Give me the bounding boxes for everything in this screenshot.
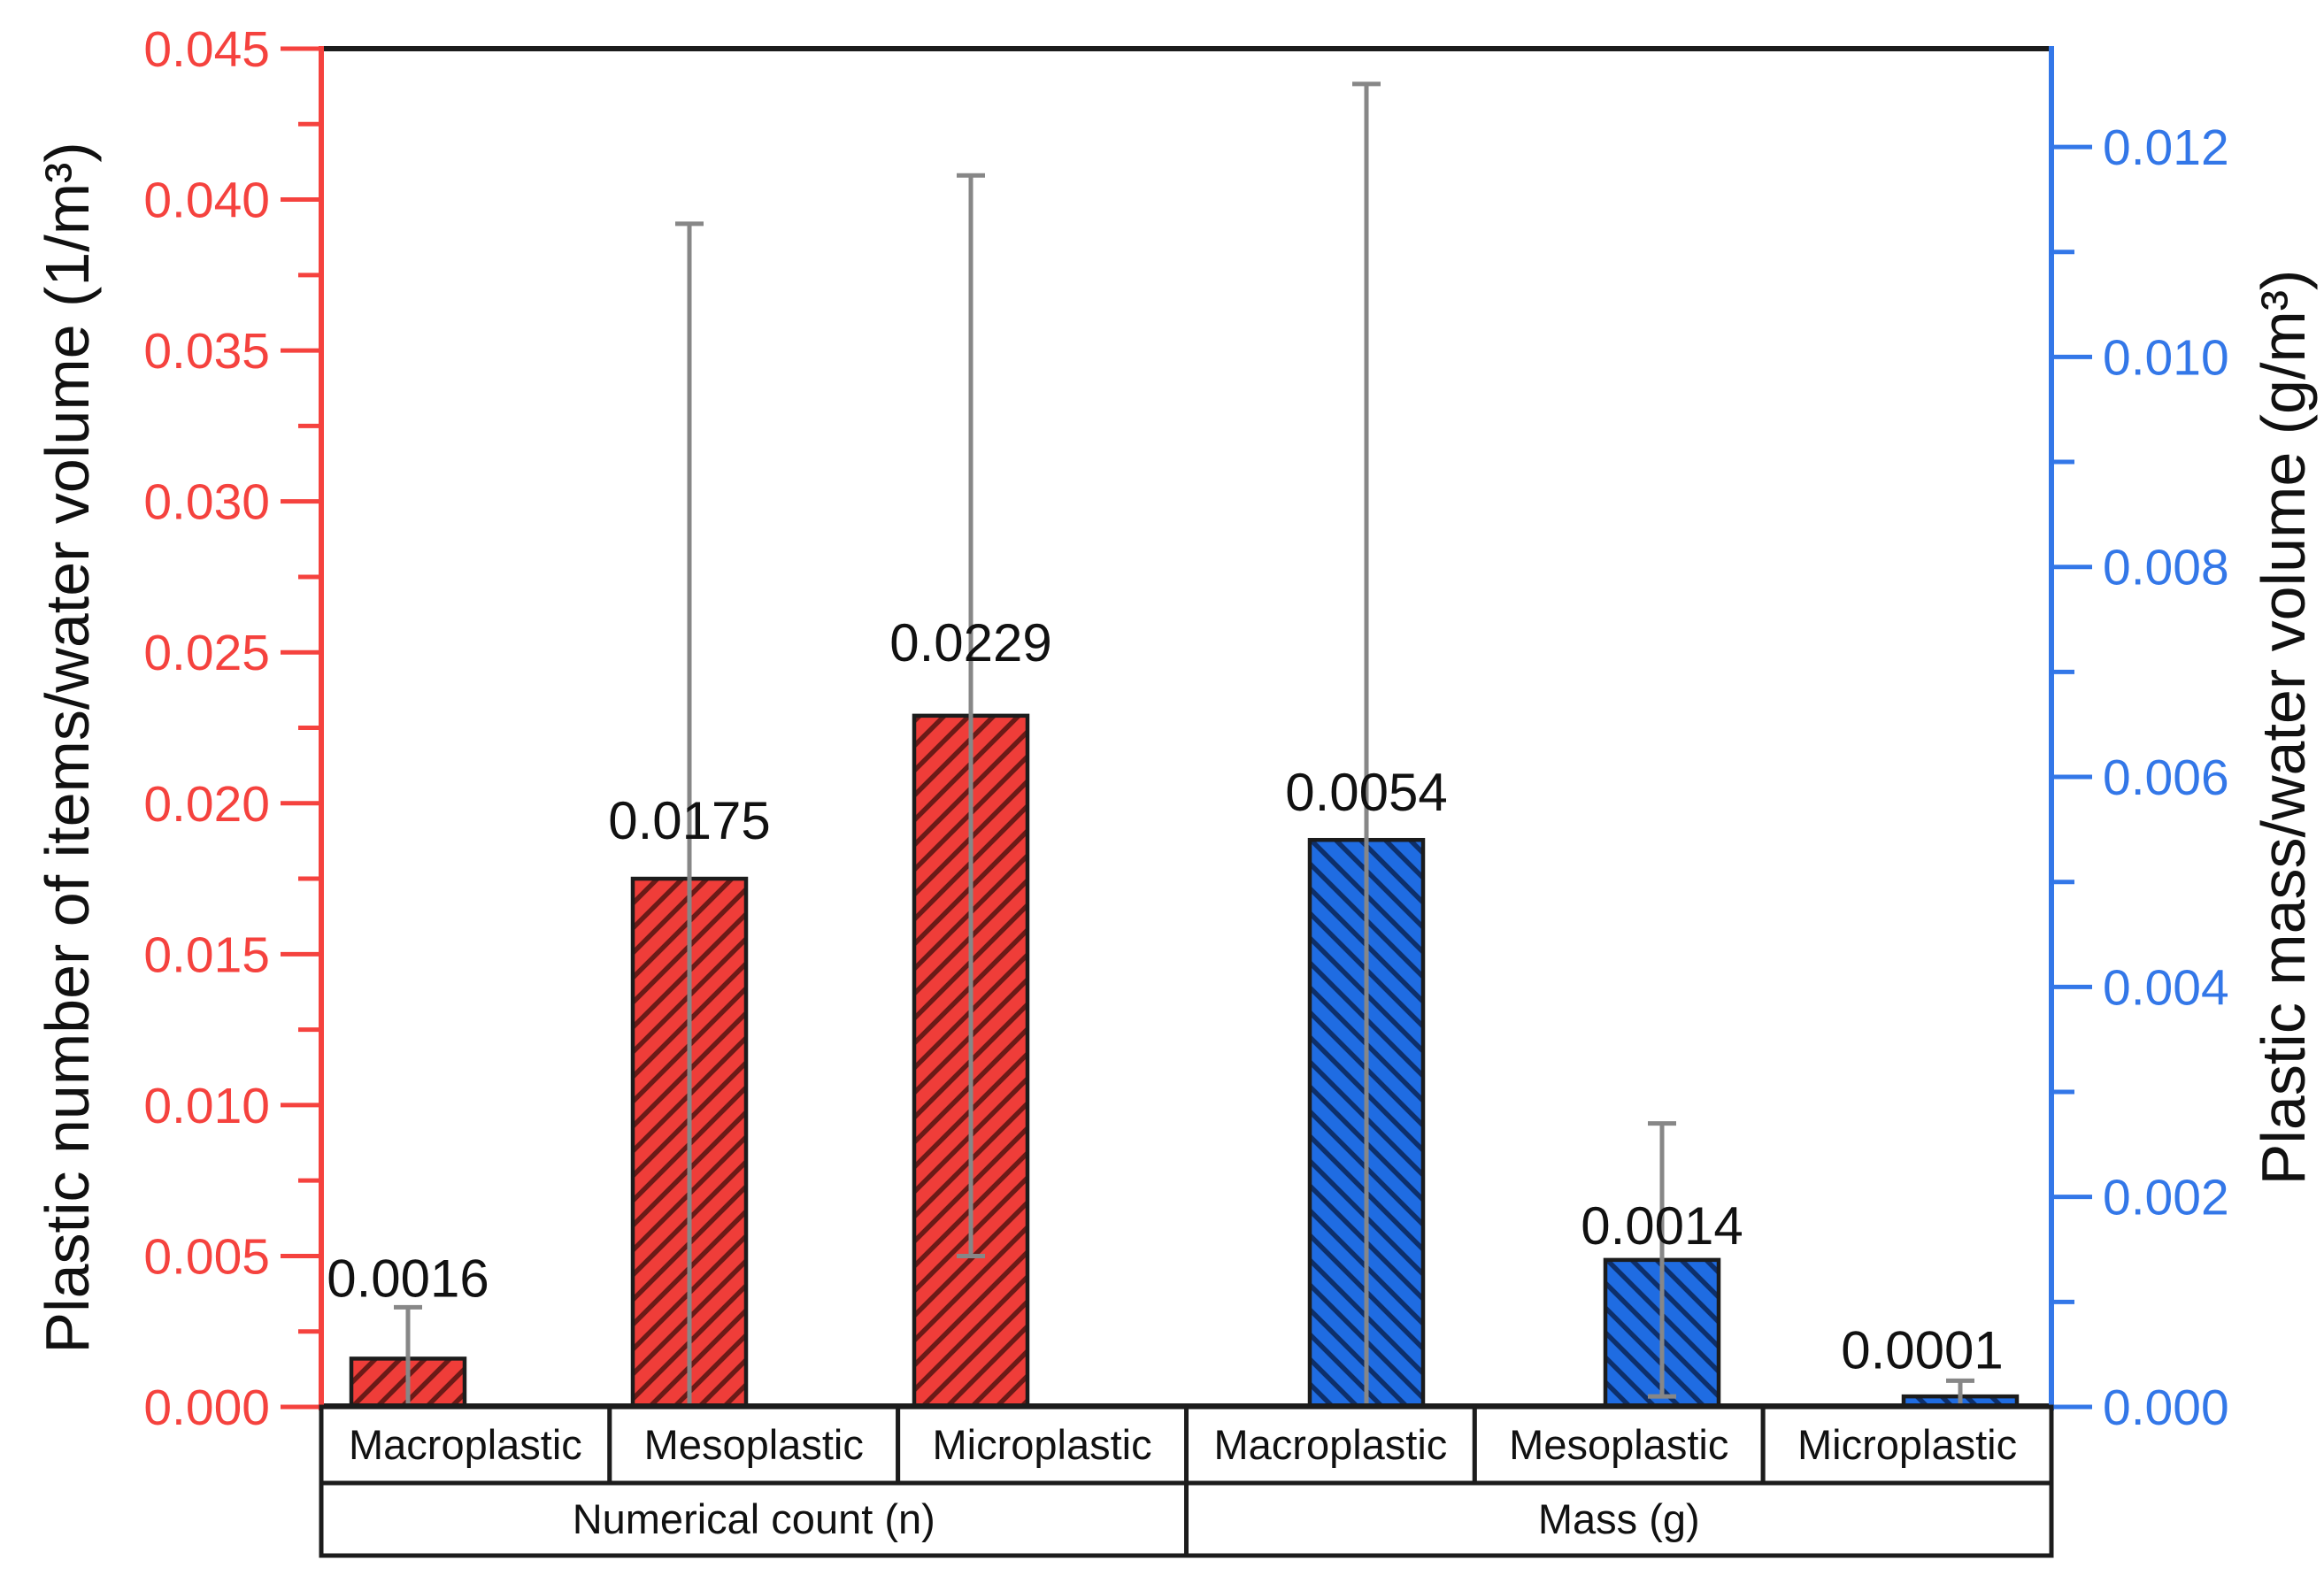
left-axis-title: Plastic number of items/water volume (1/…: [33, 142, 102, 1353]
category-cell-0: Macroplastic: [319, 1404, 612, 1486]
left-tick-label-0.010: 0.010: [143, 1078, 270, 1134]
category-label: Mesoplastic: [644, 1421, 864, 1468]
left-axis-ticks: 0.000 0.005 0.010 0.015 0.020 0.025 0.030 0.035…: [143, 21, 321, 1436]
right-axis-title: Plastic mass/water volume (g/m³): [2249, 270, 2318, 1186]
category-label: Mesoplastic: [1509, 1421, 1728, 1468]
left-tick-label-0.015: 0.015: [143, 926, 270, 983]
left-tick-label-0.005: 0.005: [143, 1228, 270, 1285]
left-tick-label-0.025: 0.025: [143, 625, 270, 681]
left-tick-label-0.030: 0.030: [143, 474, 270, 531]
error-bar-count-macroplastic: [394, 1304, 422, 1407]
axes-layer: 0.000 0.005 0.010 0.015 0.020 0.025 0.030 0.035…: [143, 21, 2228, 1436]
right-tick-label-0.006: 0.006: [2103, 749, 2229, 806]
group-cell-0: Numerical count (n): [319, 1480, 1189, 1558]
group-label: Numerical count (n): [573, 1495, 935, 1542]
category-label: Macroplastic: [1214, 1421, 1448, 1468]
left-tick-label-0.040: 0.040: [143, 173, 270, 229]
error-bar-mass-mesoplastic: [1648, 1121, 1676, 1399]
value-label-mass-mesoplastic: 0.0014: [1581, 1196, 1743, 1256]
left-tick-label-0.035: 0.035: [143, 323, 270, 380]
category-cell-2: Microplastic: [896, 1404, 1189, 1486]
category-label: Microplastic: [933, 1421, 1152, 1468]
category-label: Microplastic: [1797, 1421, 2017, 1468]
error-bar-count-microplastic: [957, 173, 985, 1258]
left-tick-label-0.020: 0.020: [143, 776, 270, 833]
error-bar-mass-microplastic: [1946, 1378, 1974, 1407]
category-cell-3: Macroplastic: [1184, 1404, 1477, 1486]
right-tick-label-0.000: 0.000: [2103, 1379, 2229, 1436]
group-cell-1: Mass (g): [1184, 1480, 2054, 1558]
left-tick-label-0.045: 0.045: [143, 21, 270, 78]
category-cell-5: Microplastic: [1760, 1404, 2054, 1486]
group-label: Mass (g): [1538, 1495, 1700, 1542]
value-label-mass-macroplastic: 0.0054: [1285, 763, 1448, 822]
value-label-count-mesoplastic: 0.0175: [608, 791, 771, 850]
right-tick-label-0.004: 0.004: [2103, 959, 2229, 1016]
category-label: Macroplastic: [349, 1421, 582, 1468]
value-labels-layer: 0.0016 0.0175 0.0229 0.0054 0.0014 0.0001: [327, 613, 2004, 1379]
value-label-count-microplastic: 0.0229: [889, 613, 1052, 672]
category-cell-4: Mesoplastic: [1472, 1404, 1766, 1486]
right-tick-label-0.002: 0.002: [2103, 1170, 2229, 1226]
category-cell-1: Mesoplastic: [607, 1404, 901, 1486]
error-bar-mass-macroplastic: [1352, 81, 1381, 1407]
right-tick-label-0.012: 0.012: [2103, 119, 2229, 176]
right-axis-ticks: 0.000 0.002 0.004 0.006 0.008 0.010 0.012: [2051, 119, 2229, 1436]
value-label-count-macroplastic: 0.0016: [327, 1249, 489, 1308]
error-bars-layer: [394, 81, 1974, 1407]
right-tick-label-0.010: 0.010: [2103, 329, 2229, 386]
right-tick-label-0.008: 0.008: [2103, 540, 2229, 596]
left-tick-label-0.000: 0.000: [143, 1379, 270, 1436]
x-axis-table: Macroplastic Mesoplastic Microplastic Macro…: [319, 1404, 2054, 1558]
error-bar-count-mesoplastic: [675, 221, 704, 1407]
value-label-mass-microplastic: 0.0001: [1841, 1320, 2004, 1379]
